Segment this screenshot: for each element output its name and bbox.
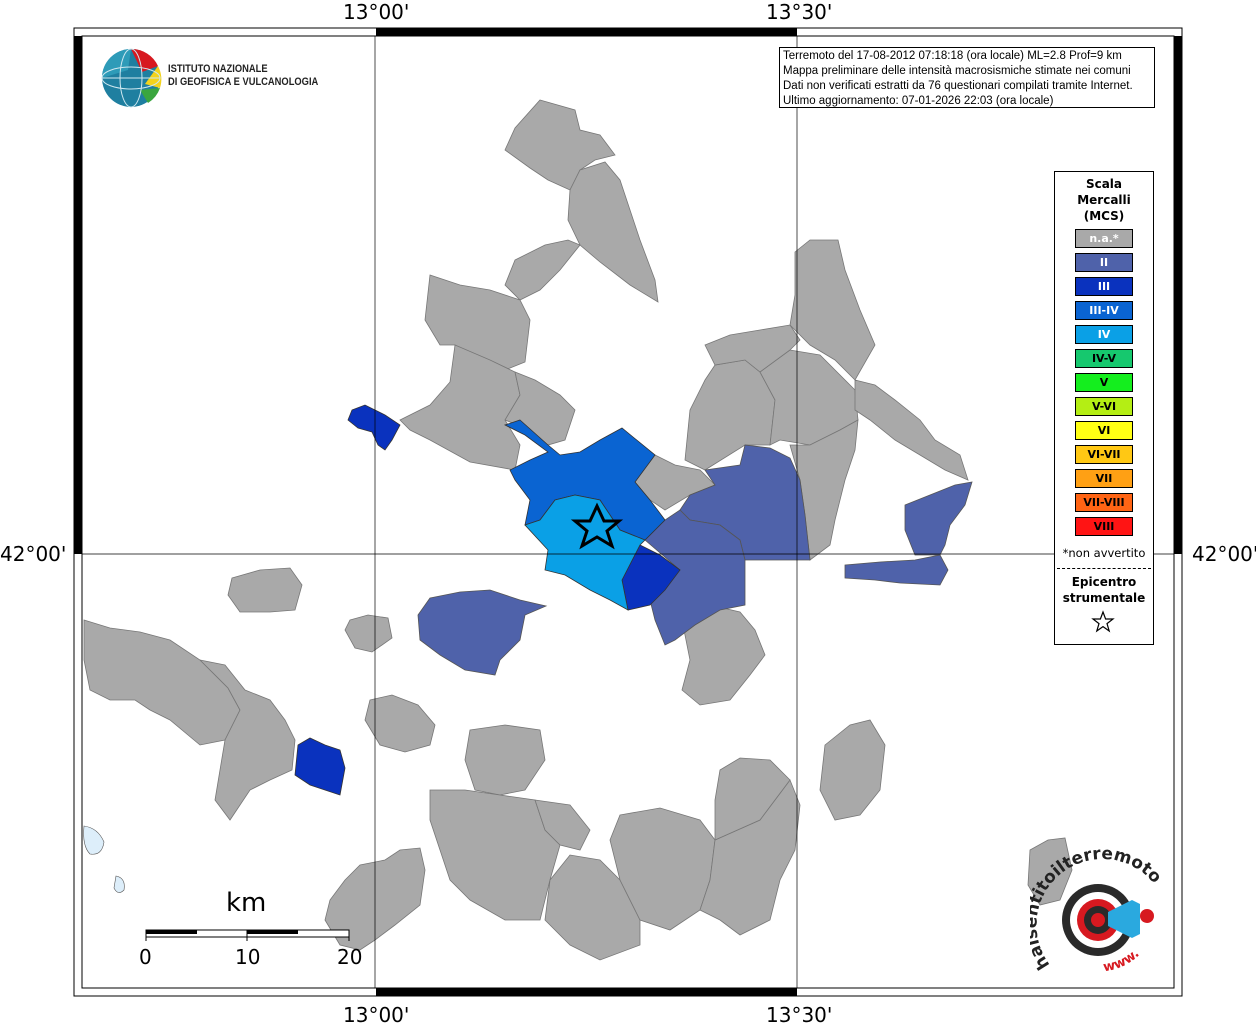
- municipality: [227, 567, 303, 613]
- legend-item: VII-VIII: [1075, 493, 1133, 512]
- scale-bar-tick-label: 0: [139, 945, 152, 969]
- epicenter-star-icon: [570, 502, 624, 550]
- municipality: [1027, 837, 1073, 906]
- municipality: [504, 239, 581, 301]
- municipality: [567, 161, 659, 303]
- municipality: [819, 719, 886, 821]
- legend-item: II: [1075, 253, 1133, 272]
- frame-bar-bottom: [376, 988, 797, 996]
- legend-note: *non avvertito: [1062, 546, 1146, 560]
- intensity-III-areas: [294, 404, 681, 796]
- municipality: [714, 757, 791, 841]
- ingv-name-line1: ISTITUTO NAZIONALE: [168, 63, 268, 75]
- municipality: [417, 589, 548, 676]
- legend-title: Scala Mercalli (MCS): [1055, 176, 1153, 224]
- legend-item: VI: [1075, 421, 1133, 440]
- legend-title-line: Mercalli: [1077, 193, 1131, 207]
- intensity-legend: Scala Mercalli (MCS) n.a.* II III III-IV IV I…: [1054, 171, 1154, 645]
- haisentito-badge-icon: [1062, 884, 1154, 956]
- intensity-II-areas: [417, 444, 973, 676]
- municipality: [364, 694, 436, 753]
- scale-bar: [145, 929, 350, 941]
- municipality: [904, 481, 973, 556]
- event-info-line: Ultimo aggiornamento: 07-01-2026 22:03 (…: [783, 95, 1054, 107]
- scale-bar-tick-label: 20: [337, 945, 363, 969]
- legend-epicenter-line: strumentale: [1062, 591, 1146, 605]
- event-info-line: Mappa preliminare delle intensità macros…: [783, 65, 1131, 77]
- badge-text-top-path: haisentitoilterremoto.it: [1030, 845, 1165, 973]
- legend-item: VI-VII: [1075, 445, 1133, 464]
- municipality: [544, 854, 641, 961]
- longitude-label-bottom-left: 13°00': [343, 1003, 410, 1027]
- legend-epicenter-line: Epicentro: [1071, 575, 1137, 589]
- municipality: [464, 724, 546, 796]
- event-info-box: Terremoto del 17-08-2012 07:18:18 (ora l…: [779, 47, 1155, 108]
- scale-bar-tick-label: 10: [235, 945, 261, 969]
- municipality: [344, 614, 393, 653]
- ingv-logo-icon: [101, 48, 162, 108]
- scale-bar-unit: km: [226, 888, 267, 918]
- municipality: [294, 737, 346, 796]
- municipality: [679, 444, 811, 561]
- legend-item: n.a.*: [1075, 229, 1133, 248]
- municipality: [198, 659, 296, 821]
- legend-item: IV-V: [1075, 349, 1133, 368]
- lake: [113, 875, 125, 893]
- legend-item: IV: [1075, 325, 1133, 344]
- municipality: [347, 404, 401, 451]
- municipality: [534, 799, 591, 851]
- ingv-logo-text: ISTITUTO NAZIONALE DI GEOFISICA E VULCAN…: [168, 63, 318, 89]
- legend-title-line: Scala: [1085, 177, 1123, 191]
- badge-text-top: haisentitoilterremoto.it: [1030, 845, 1165, 973]
- legend-item: III-IV: [1075, 301, 1133, 320]
- legend-item: VIII: [1075, 517, 1133, 536]
- lake: [83, 825, 105, 855]
- frame-bar-right: [1174, 36, 1182, 554]
- municipality: [83, 619, 241, 746]
- municipality: [644, 509, 746, 646]
- ingv-name-line2: DI GEOFISICA E VULCANOLOGIA: [168, 76, 319, 88]
- badge-text-bottom-path: www.: [1102, 946, 1142, 975]
- legend-epicenter-label: Epicentro strumentale: [1055, 574, 1153, 606]
- longitude-label-top-right: 13°30': [766, 0, 833, 24]
- longitude-label-bottom-right: 13°30': [766, 1003, 833, 1027]
- legend-item: V-VI: [1075, 397, 1133, 416]
- star-outline-icon: [1091, 610, 1115, 633]
- municipality: [844, 554, 949, 586]
- event-info-line: Terremoto del 17-08-2012 07:18:18 (ora l…: [783, 50, 1122, 62]
- frame-bar-left: [74, 36, 82, 554]
- event-info-line: Dati non verificati estratti da 76 quest…: [783, 80, 1133, 92]
- legend-divider: [1057, 568, 1151, 569]
- municipality: [424, 274, 531, 373]
- municipality: [429, 789, 561, 921]
- haisentito-badge-text: haisentitoilterremoto.it www.: [1030, 845, 1165, 975]
- longitude-label-top-left: 13°00': [343, 0, 410, 24]
- legend-item: VII: [1075, 469, 1133, 488]
- municipality: [704, 324, 801, 373]
- latitude-label-right: 42°00': [1192, 542, 1256, 566]
- legend-item: V: [1075, 373, 1133, 392]
- municipality: [789, 239, 876, 381]
- municipality: [679, 604, 766, 706]
- frame-bar-top: [376, 28, 797, 36]
- legend-item: III: [1075, 277, 1133, 296]
- latitude-label-left: 42°00': [0, 542, 67, 566]
- legend-title-line: (MCS): [1083, 209, 1125, 223]
- municipality: [854, 379, 969, 481]
- badge-text-bottom: www.: [1102, 946, 1142, 975]
- not-felt-areas: [83, 99, 1073, 961]
